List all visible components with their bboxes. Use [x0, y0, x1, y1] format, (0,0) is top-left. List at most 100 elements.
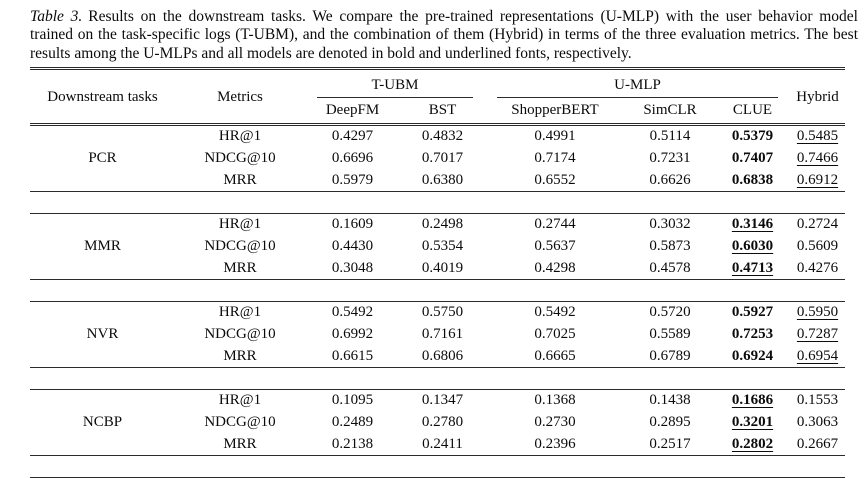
value-cell: 0.4019 — [421, 259, 464, 276]
value-cell: 0.7407 — [731, 149, 774, 166]
rule-divider — [30, 122, 845, 126]
metric-label: MRR — [223, 435, 257, 452]
value-cell: 0.1095 — [331, 392, 374, 409]
results-table: Downstream tasks Metrics T-UBM U-MLP Hyb… — [30, 66, 845, 478]
column-group-t-ubm: T-UBM — [305, 69, 485, 98]
task-label: NCBP — [82, 413, 123, 430]
result-row: MRR 0.5979 0.6380 0.6552 0.6626 0.6838 0.6912 — [30, 169, 845, 191]
value-cell: 0.6380 — [421, 171, 464, 188]
result-row: NDCG@10 0.4430 0.5354 0.5637 0.5873 0.6030 0.5… — [30, 235, 845, 257]
rule-divider — [30, 278, 845, 302]
value-cell: 0.4430 — [331, 237, 374, 254]
value-cell: 0.2138 — [331, 435, 374, 452]
value-cell: 0.5114 — [649, 128, 691, 145]
header-row-models: DeepFM BST ShopperBERT SimCLR CLUE — [30, 98, 845, 123]
value-cell: 0.1347 — [421, 392, 464, 409]
value-cell: 0.3048 — [331, 259, 374, 276]
header-row-groups: Downstream tasks Metrics T-UBM U-MLP Hyb… — [30, 69, 845, 105]
value-cell: 0.4297 — [331, 128, 374, 145]
column-header-clue: CLUE — [732, 102, 773, 119]
value-cell: 0.5979 — [331, 171, 374, 188]
rule-divider — [30, 66, 845, 70]
metric-label: NDCG@10 — [204, 413, 276, 430]
metric-label: NDCG@10 — [204, 237, 276, 254]
value-cell: 0.7017 — [421, 149, 464, 166]
column-header-metrics: Metrics — [217, 89, 263, 106]
result-row: NCBP HR@1 0.1095 0.1347 0.1368 0.1438 0.1686 0.… — [30, 389, 845, 430]
value-cell: 0.2489 — [331, 413, 374, 430]
result-row: MMR HR@1 0.1609 0.2498 0.2744 0.3032 0.3146 0.2… — [30, 213, 845, 254]
value-cell: 0.6552 — [534, 171, 576, 188]
result-row: PCR HR@1 0.4297 0.4832 0.4991 0.5114 0.5379 0.5… — [30, 125, 845, 166]
value-cell: 0.2730 — [534, 413, 576, 430]
value-cell: 0.4991 — [534, 128, 576, 145]
value-cell: 0.1368 — [534, 392, 576, 409]
value-cell: 0.5750 — [421, 304, 464, 321]
value-cell: 0.6665 — [534, 347, 576, 364]
value-cell: 0.7174 — [534, 149, 576, 166]
value-cell: 0.7025 — [534, 325, 576, 342]
value-cell: 0.6626 — [649, 171, 691, 188]
value-cell: 0.5637 — [534, 237, 576, 254]
metric-label: MRR — [223, 347, 257, 364]
value-cell: 0.5492 — [331, 304, 374, 321]
result-row: NDCG@10 0.6992 0.7161 0.7025 0.5589 0.7253 0.7… — [30, 323, 845, 345]
value-cell: 0.7466 — [796, 149, 839, 166]
value-cell: 0.5950 — [796, 304, 839, 321]
value-cell: 0.2744 — [534, 216, 576, 233]
value-cell: 0.5927 — [731, 304, 774, 321]
value-cell: 0.6615 — [331, 347, 374, 364]
metric-label: MRR — [223, 171, 257, 188]
value-cell: 0.1553 — [796, 392, 839, 409]
value-cell: 0.2724 — [796, 216, 839, 233]
value-cell: 0.1609 — [331, 216, 374, 233]
value-cell: 0.4298 — [534, 259, 576, 276]
metric-label: HR@1 — [218, 392, 262, 409]
column-header-bst: BST — [428, 102, 457, 119]
value-cell: 0.6992 — [331, 325, 374, 342]
value-cell: 0.7287 — [796, 325, 839, 342]
value-cell: 0.4713 — [731, 259, 774, 276]
value-cell: 0.6696 — [331, 149, 374, 166]
value-cell: 0.5485 — [796, 128, 839, 145]
value-cell: 0.5720 — [649, 304, 691, 321]
value-cell: 0.6924 — [731, 347, 774, 364]
value-cell: 0.1686 — [731, 392, 774, 409]
value-cell: 0.5873 — [649, 237, 691, 254]
rule-divider — [30, 454, 845, 478]
value-cell: 0.1438 — [649, 392, 691, 409]
value-cell: 0.2802 — [731, 435, 774, 452]
metric-label: HR@1 — [218, 216, 262, 233]
value-cell: 0.6789 — [649, 347, 691, 364]
rule-divider — [30, 366, 845, 390]
value-cell: 0.2780 — [421, 413, 464, 430]
column-group-u-mlp: U-MLP — [485, 69, 790, 98]
result-row: NDCG@10 0.6696 0.7017 0.7174 0.7231 0.7407 0.7… — [30, 147, 845, 169]
column-header-hybrid: Hybrid — [796, 89, 839, 106]
value-cell: 0.5609 — [796, 237, 839, 254]
task-label: PCR — [88, 149, 117, 166]
rule-divider — [30, 190, 845, 214]
value-cell: 0.6030 — [731, 237, 774, 254]
value-cell: 0.5589 — [649, 325, 691, 342]
task-label: NVR — [86, 325, 119, 342]
value-cell: 0.6912 — [796, 171, 839, 188]
value-cell: 0.6838 — [731, 171, 774, 188]
value-cell: 0.7161 — [421, 325, 464, 342]
value-cell: 0.3063 — [796, 413, 839, 430]
value-cell: 0.2498 — [421, 216, 464, 233]
table-caption-label: Table 3. — [30, 8, 83, 25]
value-cell: 0.7253 — [731, 325, 774, 342]
metric-label: HR@1 — [218, 128, 262, 145]
column-header-tasks: Downstream tasks — [47, 89, 158, 106]
table-caption-text: Results on the downstream tasks. We comp… — [30, 8, 858, 62]
value-cell: 0.5354 — [421, 237, 464, 254]
metric-label: NDCG@10 — [204, 149, 276, 166]
value-cell: 0.4832 — [421, 128, 464, 145]
metric-label: HR@1 — [218, 304, 262, 321]
value-cell: 0.7231 — [649, 149, 691, 166]
table-caption: Table 3. Results on the downstream tasks.… — [30, 8, 858, 63]
value-cell: 0.5379 — [731, 128, 774, 145]
column-header-shopperbert: ShopperBERT — [511, 102, 599, 119]
